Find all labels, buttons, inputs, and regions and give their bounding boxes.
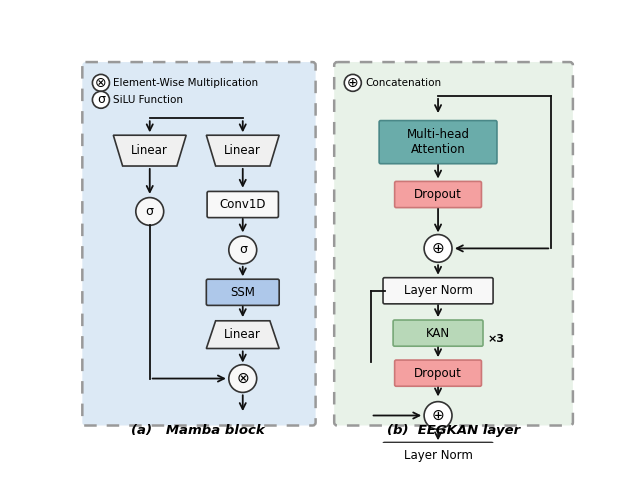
Text: SiLU Function: SiLU Function — [113, 95, 183, 105]
FancyBboxPatch shape — [383, 442, 493, 469]
Polygon shape — [113, 135, 186, 166]
Text: σ: σ — [239, 244, 247, 256]
Text: Concatenation: Concatenation — [365, 78, 442, 88]
Text: (b)  EEGKAN layer: (b) EEGKAN layer — [387, 424, 520, 437]
Circle shape — [92, 74, 109, 91]
Circle shape — [344, 74, 362, 91]
FancyBboxPatch shape — [83, 62, 316, 425]
FancyBboxPatch shape — [206, 279, 279, 305]
FancyBboxPatch shape — [207, 191, 278, 218]
Text: Layer Norm: Layer Norm — [404, 284, 472, 297]
FancyBboxPatch shape — [383, 278, 493, 304]
Text: Element-Wise Multiplication: Element-Wise Multiplication — [113, 78, 259, 88]
Text: ⊕: ⊕ — [347, 76, 358, 90]
FancyBboxPatch shape — [379, 121, 497, 164]
Text: KAN: KAN — [426, 327, 450, 340]
Circle shape — [92, 91, 109, 108]
Circle shape — [229, 236, 257, 264]
Text: Multi-head
Attention: Multi-head Attention — [406, 128, 470, 156]
FancyBboxPatch shape — [395, 181, 481, 208]
Text: σ: σ — [146, 205, 154, 218]
FancyBboxPatch shape — [334, 62, 573, 425]
FancyBboxPatch shape — [393, 320, 483, 346]
Text: ⊕: ⊕ — [431, 408, 444, 423]
Text: Linear: Linear — [224, 144, 261, 157]
Text: SSM: SSM — [230, 286, 255, 299]
Text: (a)   Mamba block: (a) Mamba block — [131, 424, 265, 437]
Text: Conv1D: Conv1D — [220, 198, 266, 211]
Text: ⊗: ⊗ — [236, 371, 249, 386]
Text: ×3: ×3 — [488, 334, 505, 344]
Circle shape — [229, 365, 257, 392]
Polygon shape — [206, 321, 279, 349]
FancyBboxPatch shape — [395, 360, 481, 386]
Text: Layer Norm: Layer Norm — [404, 449, 472, 462]
Text: Dropout: Dropout — [414, 188, 462, 201]
Polygon shape — [206, 135, 279, 166]
Circle shape — [424, 235, 452, 262]
Text: Linear: Linear — [131, 144, 168, 157]
Circle shape — [424, 402, 452, 429]
Text: ⊕: ⊕ — [431, 241, 444, 256]
Circle shape — [136, 198, 164, 225]
Text: Linear: Linear — [224, 328, 261, 341]
Text: σ: σ — [97, 93, 105, 106]
Text: Dropout: Dropout — [414, 367, 462, 379]
Text: ⊗: ⊗ — [95, 76, 107, 90]
